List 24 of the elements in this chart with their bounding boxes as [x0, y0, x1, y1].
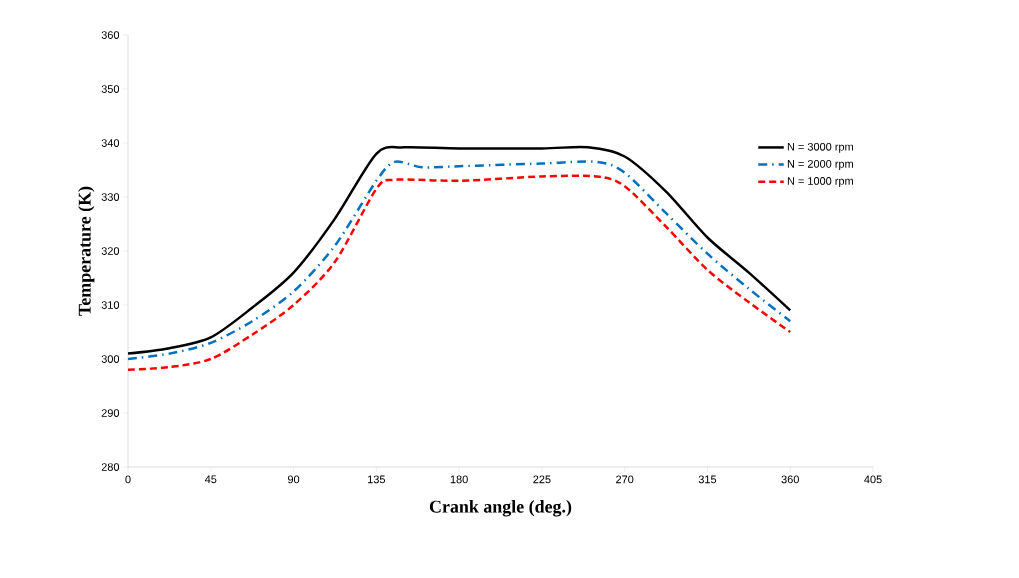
y-tick-label: 360 [101, 31, 120, 39]
y-tick-label: 280 [101, 463, 120, 471]
y-tick-label: 340 [101, 139, 120, 147]
x-tick-label: 0 [125, 475, 131, 484]
x-axis-title: Crank angle (deg.) [429, 500, 572, 517]
y-tick-label: 290 [101, 409, 120, 417]
x-tick-label: 225 [533, 475, 551, 484]
x-tick-label: 270 [616, 475, 634, 484]
legend-label: N = 3000 rpm [787, 142, 853, 153]
y-tick-label: 300 [101, 355, 120, 363]
x-tick-label: 45 [204, 475, 217, 484]
x-tick-label: 135 [368, 475, 386, 484]
x-tick-label: 315 [698, 475, 717, 484]
x-tick-label: 360 [781, 475, 799, 484]
y-tick-label: 320 [101, 247, 120, 255]
y-tick-label: 350 [101, 85, 120, 93]
y-axis-title: Temperature (K) [78, 186, 95, 316]
y-tick-label: 330 [101, 193, 120, 201]
y-tick-label: 310 [101, 301, 120, 309]
x-tick-label: 90 [287, 475, 300, 484]
x-tick-label: 405 [864, 475, 882, 484]
legend-label: N = 1000 rpm [787, 177, 853, 188]
x-tick-label: 180 [450, 475, 468, 484]
legend-label: N = 2000 rpm [787, 159, 853, 170]
